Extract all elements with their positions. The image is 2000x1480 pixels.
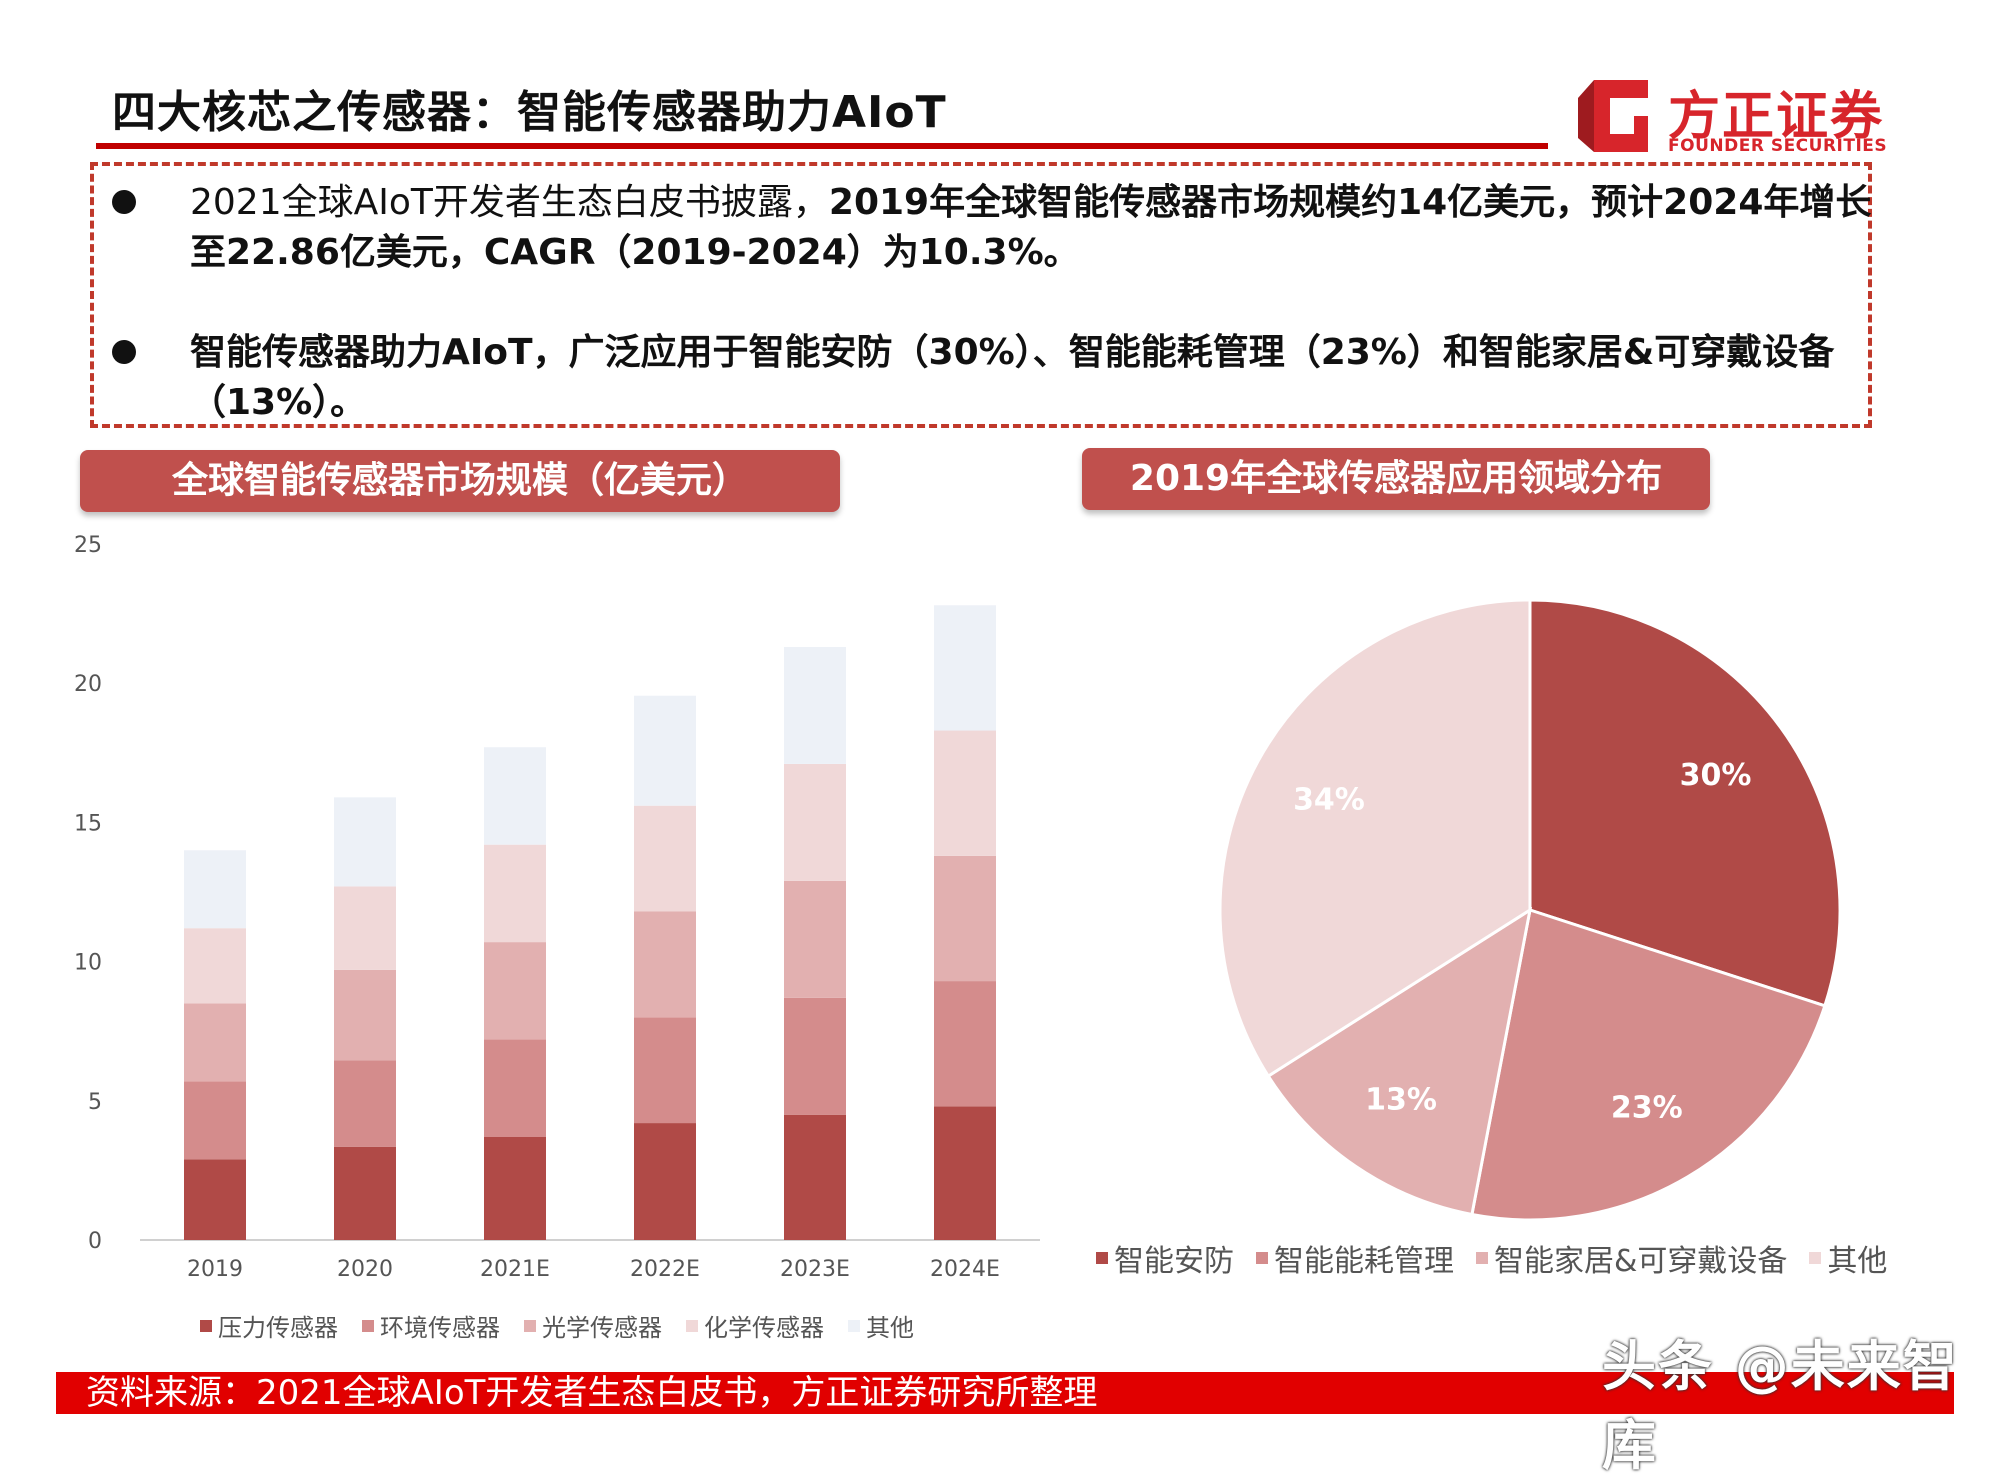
bar-segment	[484, 1039, 546, 1137]
y-tick-label: 25	[74, 533, 102, 558]
pie-data-label: 30%	[1680, 758, 1752, 793]
legend-swatch	[1256, 1252, 1268, 1264]
bullet-dot-icon	[112, 340, 136, 364]
legend-item: 智能能耗管理	[1256, 1236, 1454, 1280]
bar-segment	[184, 1159, 246, 1240]
x-tick-label: 2021E	[480, 1257, 550, 1282]
watermark: 头条 @未来智库	[1602, 1335, 1959, 1477]
bar-segment	[484, 844, 546, 943]
bullet-dot-icon	[112, 190, 136, 214]
bar-segment	[934, 605, 996, 731]
legend-label: 压力传感器	[218, 1314, 338, 1342]
bar-segment	[334, 1060, 396, 1147]
legend-item: 光学传感器	[524, 1308, 662, 1343]
legend-swatch	[1809, 1252, 1822, 1264]
legend-swatch	[524, 1319, 536, 1332]
pie-data-label: 13%	[1365, 1083, 1437, 1118]
bar-segment	[484, 747, 546, 845]
pie-slice	[1266, 906, 1533, 1217]
legend-swatch	[1096, 1252, 1108, 1264]
source-note: 资料来源：2021全球AIoT开发者生态白皮书，方正证券研究所整理	[86, 1373, 1098, 1413]
bar-segment	[784, 763, 846, 881]
y-tick-label: 5	[88, 1090, 102, 1115]
pie-chart-legend: 智能安防 智能能耗管理 智能家居&可穿戴设备 其他	[1096, 1236, 1887, 1280]
legend-swatch	[200, 1319, 212, 1332]
x-tick-label: 2020	[337, 1257, 393, 1282]
bullet-1-plain: 2021全球AIoT开发者生态白皮书披露，	[190, 182, 829, 223]
legend-item: 环境传感器	[362, 1308, 500, 1343]
legend-swatch	[1476, 1252, 1488, 1264]
legend-item: 其他	[1809, 1236, 1887, 1280]
right-chart-title: 2019年全球传感器应用领域分布	[1082, 448, 1710, 510]
bar-segment	[484, 1136, 546, 1240]
source-footer: 资料来源：2021全球AIoT开发者生态白皮书，方正证券研究所整理	[56, 1372, 1954, 1414]
bar-segment	[184, 850, 246, 929]
title-divider	[96, 143, 1548, 149]
legend-label: 光学传感器	[542, 1314, 662, 1342]
bar-segment	[634, 695, 696, 806]
pie-data-label: 34%	[1293, 782, 1365, 817]
legend-label: 智能能耗管理	[1274, 1244, 1454, 1279]
application-pie-chart: 30% 23% 13% 34%	[1218, 598, 1842, 1222]
pie-slice	[1470, 908, 1827, 1222]
x-tick-label: 2023E	[780, 1257, 850, 1282]
bar-segment	[784, 1114, 846, 1240]
founder-logo-icon	[1578, 80, 1648, 152]
pie-data-label: 23%	[1611, 1090, 1683, 1125]
legend-item: 压力传感器	[200, 1308, 338, 1343]
legend-item: 智能家居&可穿戴设备	[1476, 1236, 1787, 1280]
logo-text-cn: 方正证券	[1668, 87, 1885, 147]
market-size-bar-chart: 0 5 10 15 20 25 2019 2020 2021E 2022E 2023E 2024E	[74, 533, 1040, 1282]
legend-label: 其他	[866, 1314, 914, 1342]
legend-item: 智能安防	[1096, 1236, 1234, 1280]
summary-box: 2021全球AIoT开发者生态白皮书披露，2019年全球智能传感器市场规模约14…	[90, 162, 1872, 428]
bar-segment	[934, 730, 996, 856]
legend-label: 化学传感器	[704, 1314, 824, 1342]
legend-label: 环境传感器	[380, 1314, 500, 1342]
logo-text-en: FOUNDER SECURITIES	[1668, 136, 1888, 156]
bar-segment	[784, 997, 846, 1115]
bar-segment	[334, 969, 396, 1061]
pie-slice	[1218, 598, 1532, 1079]
bar-segment	[484, 942, 546, 1040]
bar-segment	[334, 1146, 396, 1240]
y-tick-label: 0	[88, 1229, 102, 1254]
legend-swatch	[362, 1319, 374, 1332]
bullet-2-text: 智能传感器助力AIoT，广泛应用于智能安防（30%）、智能能耗管理（23%）和智…	[190, 332, 1835, 423]
bar-chart-legend: 压力传感器 环境传感器 光学传感器 化学传感器 其他	[200, 1308, 914, 1343]
bar-segment	[784, 880, 846, 998]
bar-segment	[334, 797, 396, 887]
legend-item: 化学传感器	[686, 1308, 824, 1343]
bar-segment	[634, 805, 696, 912]
legend-item: 其他	[848, 1308, 914, 1343]
bar-segment	[184, 1003, 246, 1082]
bar-segment	[934, 855, 996, 982]
bar-segment	[184, 928, 246, 1004]
legend-label: 其他	[1827, 1244, 1888, 1279]
x-tick-label: 2019	[187, 1257, 243, 1282]
legend-label: 智能安防	[1114, 1244, 1234, 1279]
legend-swatch	[686, 1319, 698, 1332]
bar-segment	[634, 1017, 696, 1124]
y-tick-label: 20	[74, 672, 102, 697]
bar-segment	[634, 1123, 696, 1240]
x-tick-label: 2024E	[930, 1257, 1000, 1282]
y-tick-label: 15	[74, 811, 102, 836]
y-tick-label: 10	[74, 951, 102, 976]
bar-segment	[934, 1106, 996, 1240]
x-tick-label: 2022E	[630, 1257, 700, 1282]
legend-label: 智能家居&可穿戴设备	[1494, 1244, 1788, 1279]
bar-segment	[934, 981, 996, 1107]
page-title: 四大核芯之传感器：智能传感器助力AIoT	[112, 87, 947, 138]
pie-slice	[1528, 598, 1842, 1008]
bar-segment	[634, 911, 696, 1018]
left-chart-title: 全球智能传感器市场规模（亿美元）	[80, 450, 840, 512]
bar-segment	[184, 1081, 246, 1160]
bar-segment	[334, 886, 396, 970]
legend-swatch	[848, 1319, 860, 1332]
company-logo: 方正证券 FOUNDER SECURITIES	[1576, 74, 1888, 166]
bar-segment	[784, 647, 846, 764]
bullet-1-bold: 2019年全球智能传感器市场规模约14亿美元，预计2024年增长至22.86亿美…	[190, 182, 1872, 273]
